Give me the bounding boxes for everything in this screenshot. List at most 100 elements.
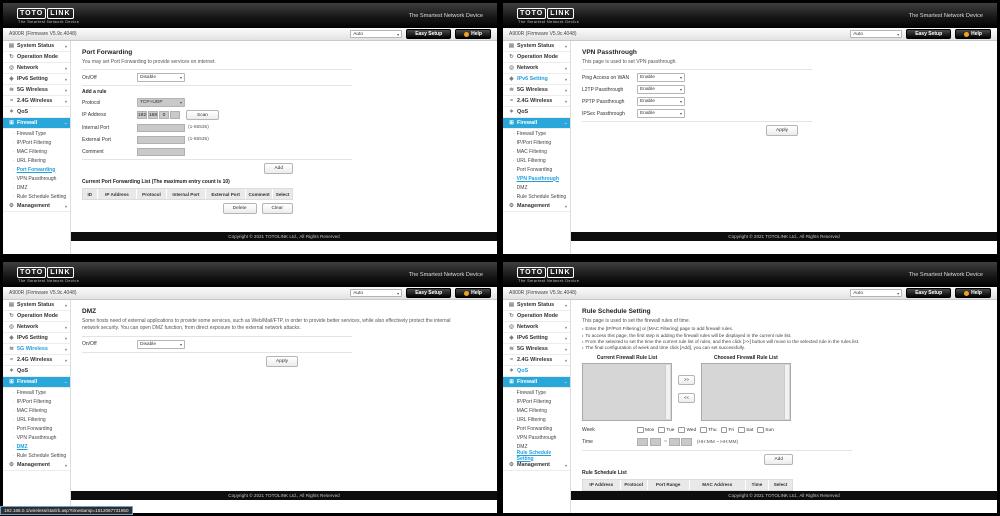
sidebar-subitem-mac-filtering[interactable]: · MAC Filtering: [503, 406, 570, 415]
enable-select[interactable]: Enable ▾: [637, 97, 685, 107]
sidebar-item-operation-mode[interactable]: ↻ Operation Mode: [503, 52, 570, 63]
clear-button[interactable]: Clear: [261, 203, 293, 215]
sidebar-item-qos[interactable]: ✶ QoS: [503, 366, 570, 377]
sidebar-item-network[interactable]: ◎ Network ▾: [503, 63, 570, 74]
sidebar-subitem-mac-filtering[interactable]: · MAC Filtering: [3, 147, 70, 156]
sidebar-subitem-ip-port-filtering[interactable]: · IP/Port Filtering: [3, 138, 70, 147]
sidebar-subitem-vpn-passthrough[interactable]: · VPN Passthrough: [3, 433, 70, 442]
sidebar-subitem-port-forwarding[interactable]: · Port Forwarding: [3, 165, 70, 174]
sidebar-item-network[interactable]: ◎ Network ▾: [3, 322, 70, 333]
sidebar-item-5g-wireless[interactable]: ≋ 5G Wireless ▾: [503, 85, 570, 96]
time-end-hour-input[interactable]: [668, 438, 680, 447]
sidebar-item-2.4g-wireless[interactable]: ≈2.4G Wireless ▾: [503, 355, 570, 366]
week-day-sat[interactable]: Sat: [738, 426, 753, 434]
sidebar-item-5g-wireless[interactable]: ≋ 5G Wireless ▾: [3, 344, 70, 355]
scrollbar[interactable]: [783, 364, 789, 419]
sidebar-subitem-port-forwarding[interactable]: · Port Forwarding: [503, 165, 570, 174]
sidebar-subitem-url-filtering[interactable]: · URL Filtering: [3, 156, 70, 165]
sidebar-subitem-mac-filtering[interactable]: · MAC Filtering: [3, 406, 70, 415]
sidebar-item-system-status[interactable]: ▤ System Status ▾: [3, 41, 70, 52]
sidebar-item-operation-mode[interactable]: ↻ Operation Mode: [3, 52, 70, 63]
current-firewall-rule-list[interactable]: [582, 362, 672, 421]
move-left-button[interactable]: <<: [678, 392, 695, 403]
sidebar-item-qos[interactable]: ✶ QoS: [503, 107, 570, 118]
sidebar-item-network[interactable]: ◎ Network ▾: [3, 63, 70, 74]
sidebar-subitem-dmz[interactable]: · DMZ: [3, 183, 70, 192]
sidebar-subitem-firewall-type[interactable]: · Firewall Type: [3, 129, 70, 138]
sidebar-item-management[interactable]: ⚙ Management ▾: [3, 201, 70, 212]
sidebar-item-firewall[interactable]: ⊞ Firewall −: [3, 377, 70, 388]
sidebar-subitem-port-forwarding[interactable]: · Port Forwarding: [3, 424, 70, 433]
sidebar-subitem-ip-port-filtering[interactable]: · IP/Port Filtering: [3, 397, 70, 406]
checkbox[interactable]: [637, 426, 644, 434]
choosed-firewall-rule-list[interactable]: [700, 362, 791, 421]
sidebar-subitem-rule-schedule-setting[interactable]: · Rule Schedule Setting: [3, 192, 70, 201]
easy-setup-button[interactable]: Easy Setup: [906, 288, 952, 298]
sidebar-item-management[interactable]: ⚙ Management ▾: [503, 460, 570, 471]
checkbox[interactable]: [678, 426, 685, 434]
ip-octet-1[interactable]: [137, 111, 147, 120]
time-start-minute-input[interactable]: [649, 438, 661, 447]
week-day-mon[interactable]: Mon: [637, 426, 654, 434]
easy-setup-button[interactable]: Easy Setup: [406, 288, 452, 298]
external-port-input[interactable]: [137, 135, 185, 144]
sidebar-subitem-rule-schedule-setting[interactable]: · Rule Schedule Setting: [503, 192, 570, 201]
help-button[interactable]: Help: [955, 29, 991, 39]
sidebar-item-operation-mode[interactable]: ↻ Operation Mode: [3, 311, 70, 322]
sidebar-subitem-vpn-passthrough[interactable]: · VPN Passthrough: [503, 174, 570, 183]
sidebar-subitem-url-filtering[interactable]: · URL Filtering: [503, 415, 570, 424]
enable-select[interactable]: Enable ▾: [637, 85, 685, 95]
ip-octet-4[interactable]: [170, 111, 180, 120]
scrollbar[interactable]: [665, 364, 670, 419]
sidebar-subitem-rule-schedule-setting[interactable]: · Rule Schedule Setting: [3, 451, 70, 460]
comment-input[interactable]: [137, 147, 185, 156]
sidebar-item-firewall[interactable]: ⊞ Firewall −: [503, 377, 570, 388]
sidebar-subitem-vpn-passthrough[interactable]: · VPN Passthrough: [3, 174, 70, 183]
sidebar-item-5g-wireless[interactable]: ≋ 5G Wireless ▾: [3, 85, 70, 96]
sidebar-item-ipv6-setting[interactable]: ◈ IPv6 Setting ▾: [3, 74, 70, 85]
move-right-button[interactable]: >>: [678, 374, 695, 385]
onoff-select[interactable]: Disable ▾: [137, 73, 185, 83]
sidebar-item-management[interactable]: ⚙ Management ▾: [503, 201, 570, 212]
sidebar-subitem-firewall-type[interactable]: · Firewall Type: [3, 388, 70, 397]
sidebar-item-system-status[interactable]: ▤ System Status ▾: [503, 41, 570, 52]
sidebar-subitem-url-filtering[interactable]: · URL Filtering: [3, 415, 70, 424]
help-button[interactable]: Help: [955, 288, 991, 298]
easy-setup-button[interactable]: Easy Setup: [906, 29, 952, 39]
sidebar-item-qos[interactable]: ✶ QoS: [3, 107, 70, 118]
time-start-hour-input[interactable]: [637, 438, 648, 447]
language-select[interactable]: Auto ▾: [350, 30, 403, 38]
sidebar-item-qos[interactable]: ✶ QoS: [3, 366, 70, 377]
language-select[interactable]: Auto ▾: [850, 289, 903, 297]
sidebar-item-system-status[interactable]: ▤ System Status ▾: [3, 300, 70, 311]
checkbox[interactable]: [700, 426, 707, 434]
help-button[interactable]: Help: [455, 29, 491, 39]
enable-select[interactable]: Enable ▾: [637, 109, 685, 119]
sidebar-item-management[interactable]: ⚙ Management ▾: [3, 460, 70, 471]
scan-button[interactable]: Scan: [186, 110, 219, 121]
checkbox[interactable]: [757, 426, 764, 434]
sidebar-subitem-rule-schedule-setting[interactable]: · Rule Schedule Setting: [503, 450, 570, 462]
easy-setup-button[interactable]: Easy Setup: [406, 29, 452, 39]
protocol-select[interactable]: TCP+UDP ▾: [137, 98, 185, 108]
apply-button[interactable]: Apply: [766, 125, 798, 137]
sidebar-item-network[interactable]: ◎ Network ▾: [503, 322, 570, 333]
help-button[interactable]: Help: [455, 288, 491, 298]
week-day-fri[interactable]: Fri: [720, 426, 734, 434]
language-select[interactable]: Auto ▾: [850, 30, 903, 38]
sidebar-subitem-firewall-type[interactable]: · Firewall Type: [503, 129, 570, 138]
add-button[interactable]: Add: [764, 453, 793, 465]
sidebar-subitem-vpn-passthrough[interactable]: · VPN Passthrough: [503, 433, 570, 442]
sidebar-item-ipv6-setting[interactable]: ◈ IPv6 Setting ▾: [503, 74, 570, 85]
sidebar-item-firewall[interactable]: ⊞ Firewall −: [503, 118, 570, 129]
week-day-wed[interactable]: Wed: [678, 426, 696, 434]
week-day-tue[interactable]: Tue: [658, 426, 674, 434]
sidebar-subitem-ip-port-filtering[interactable]: · IP/Port Filtering: [503, 138, 570, 147]
add-button[interactable]: Add: [264, 163, 293, 175]
sidebar-item-2.4g-wireless[interactable]: ≈2.4G Wireless ▾: [3, 96, 70, 107]
sidebar-item-system-status[interactable]: ▤ System Status ▾: [503, 300, 570, 311]
time-end-minute-input[interactable]: [681, 438, 693, 447]
checkbox[interactable]: [658, 426, 665, 434]
sidebar-subitem-mac-filtering[interactable]: · MAC Filtering: [503, 147, 570, 156]
sidebar-item-ipv6-setting[interactable]: ◈ IPv6 Setting ▾: [3, 333, 70, 344]
